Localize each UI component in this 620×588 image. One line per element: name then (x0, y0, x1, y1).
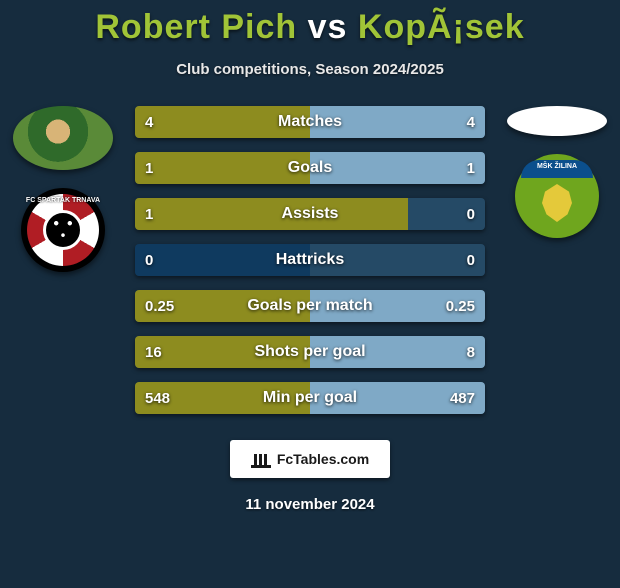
title-player1: Robert Pich (95, 8, 297, 46)
player1-photo (13, 106, 113, 170)
bar-row: Shots per goal168 (135, 336, 485, 368)
bar-value-left: 0 (135, 244, 163, 276)
bar-row: Assists10 (135, 198, 485, 230)
footer-date: 11 november 2024 (0, 496, 620, 513)
comparison-bars: Matches44Goals11Assists10Hattricks00Goal… (135, 106, 485, 414)
club1-label: FC SPARTAK TRNAVA (21, 197, 105, 204)
comparison-title: Robert Pich vs KopÃ¡sek (0, 8, 620, 47)
club2-label: MŠK ŽILINA (515, 163, 599, 170)
bar-value-right: 8 (457, 336, 485, 368)
footer-logo: FcTables.com (230, 440, 390, 478)
title-player2: KopÃ¡sek (358, 8, 525, 46)
club1-badge: FC SPARTAK TRNAVA (21, 188, 105, 272)
bar-row: Goals11 (135, 152, 485, 184)
bar-row: Min per goal548487 (135, 382, 485, 414)
title-vs: vs (308, 8, 348, 46)
bar-row: Matches44 (135, 106, 485, 138)
bar-value-left: 548 (135, 382, 180, 414)
bar-value-left: 1 (135, 198, 163, 230)
bar-value-left: 1 (135, 152, 163, 184)
bar-value-right: 1 (457, 152, 485, 184)
bar-row: Hattricks00 (135, 244, 485, 276)
bar-row: Goals per match0.250.25 (135, 290, 485, 322)
bar-value-right: 0 (457, 198, 485, 230)
bar-value-left: 16 (135, 336, 172, 368)
bar-value-right: 4 (457, 106, 485, 138)
right-badge-column: MŠK ŽILINA (502, 106, 612, 238)
bar-fill-left (135, 198, 408, 230)
bar-value-left: 4 (135, 106, 163, 138)
fctables-icon (251, 450, 271, 468)
footer-logo-text: FcTables.com (277, 451, 369, 467)
bar-value-right: 0.25 (436, 290, 485, 322)
bar-value-right: 487 (440, 382, 485, 414)
bar-value-right: 0 (457, 244, 485, 276)
left-badge-column: FC SPARTAK TRNAVA (8, 106, 118, 272)
content-area: FC SPARTAK TRNAVA MŠK ŽILINA Matches44Go… (0, 106, 620, 414)
bar-value-left: 0.25 (135, 290, 184, 322)
subtitle: Club competitions, Season 2024/2025 (0, 61, 620, 78)
player2-photo (507, 106, 607, 136)
club2-badge: MŠK ŽILINA (515, 154, 599, 238)
